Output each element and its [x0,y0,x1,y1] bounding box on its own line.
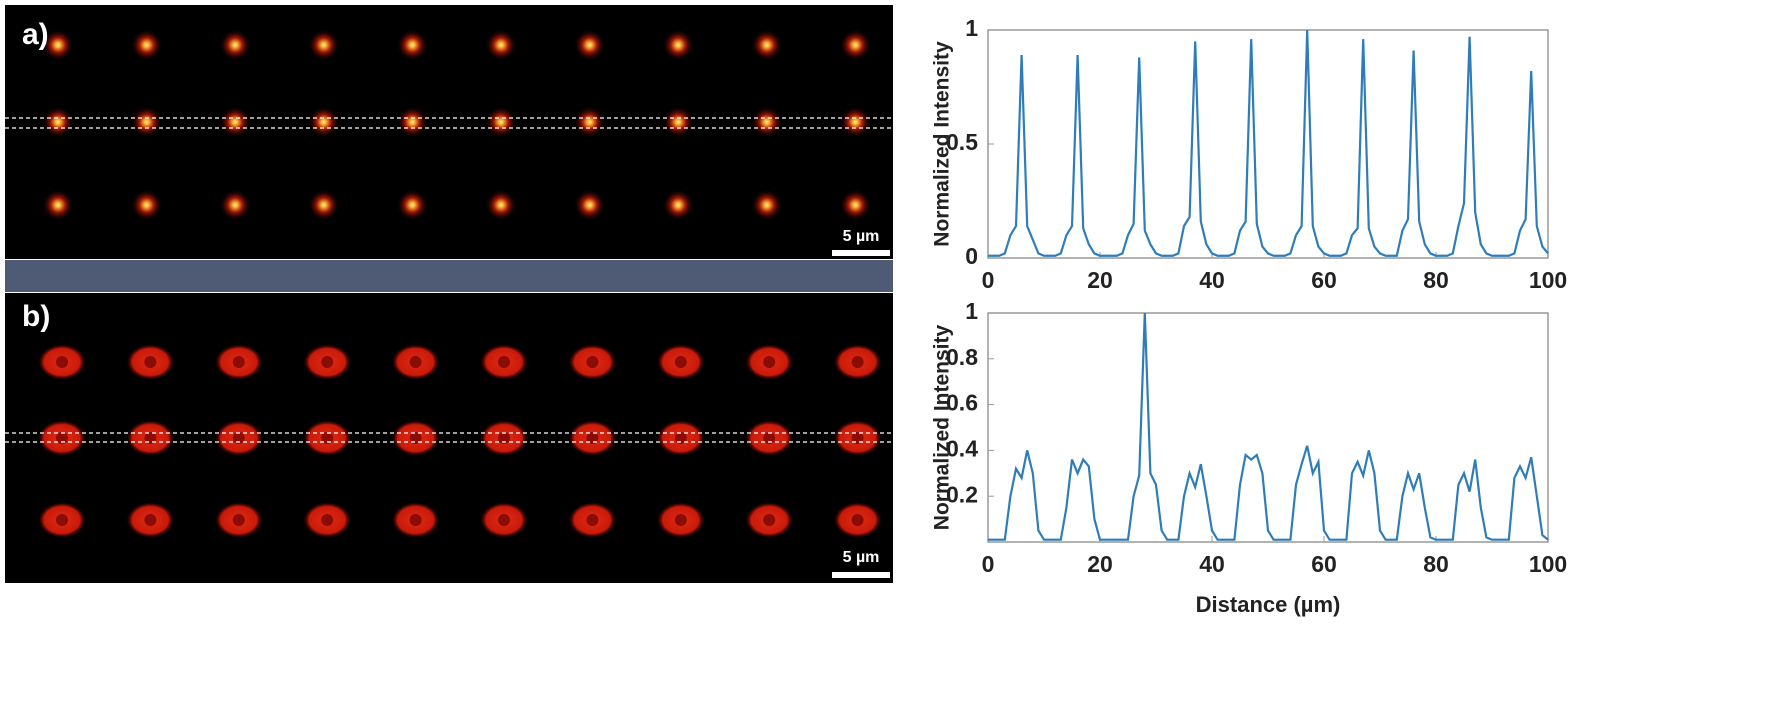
spot-core [498,514,510,526]
spot-core [409,432,422,444]
spot [573,189,606,221]
spot [307,106,340,138]
y-tick-label: 0 [965,243,978,269]
x-tick-label: 20 [1087,267,1113,293]
spot-core [409,514,422,526]
y-tick-label: 0.8 [946,344,978,370]
x-tick-label: 60 [1311,267,1337,293]
spot-core [56,432,68,444]
x-tick-label: 80 [1423,267,1449,293]
y-axis-label: Normalized Intensity [931,41,954,247]
y-tick-label: 0.6 [946,390,978,416]
separator [5,260,893,292]
spot [42,29,74,61]
y-axis-label: Normalized Intensity [931,324,954,530]
spot-core [674,514,687,526]
spot-core [851,514,864,526]
spot [485,189,517,221]
spot [662,29,695,61]
x-tick-label: 0 [982,551,995,577]
spot [307,29,340,61]
spot [219,189,252,221]
spot [662,189,695,221]
spot-core [851,356,864,368]
x-tick-label: 80 [1423,551,1449,577]
y-tick-label: 0.4 [946,435,978,461]
spot-core [763,432,776,444]
spot [130,29,163,61]
scale-bar-label: 5 µm [843,228,880,245]
spot [750,189,783,221]
spot [839,106,872,138]
spot [130,189,163,221]
spot [219,106,252,138]
spot [573,106,606,138]
spot [396,106,429,138]
y-tick-label: 1 [965,15,978,41]
spot [750,106,783,138]
spot-core [851,432,864,444]
x-axis-label: Distance (µm) [1196,592,1341,617]
spot [662,106,695,138]
panel-label: b) [22,300,50,333]
spot [396,29,429,61]
spot-core [321,514,334,526]
spot-core [321,432,334,444]
spot [42,106,74,138]
spot-core [586,514,599,526]
scale-bar [832,250,890,256]
x-tick-label: 40 [1199,551,1225,577]
x-tick-label: 100 [1529,551,1567,577]
x-tick-label: 40 [1199,267,1225,293]
spot [573,29,606,61]
x-tick-label: 20 [1087,551,1113,577]
scale-bar-label: 5 µm [843,549,880,566]
spot-core [498,356,510,368]
data-line [988,29,1549,257]
spot-core [144,356,157,368]
spot [839,189,872,221]
spot-core [232,356,245,368]
spot [396,189,429,221]
plot-area [987,312,1549,543]
x-tick-label: 0 [982,267,995,293]
spot-core [674,356,687,368]
scale-bar [832,572,890,578]
x-tick-label: 60 [1311,551,1337,577]
panel-label: a) [22,18,49,51]
spot-core [56,514,68,526]
spot-core [674,432,687,444]
spot [219,29,252,61]
spot-core [409,356,422,368]
spot [130,106,163,138]
spot-core [144,514,157,526]
spot [750,29,783,61]
spot-core [321,356,334,368]
spot-core [56,356,68,368]
data-line [988,312,1549,541]
spot-core [232,432,245,444]
y-tick-label: 0.5 [946,129,978,155]
spot [42,189,74,221]
x-tick-label: 100 [1529,267,1567,293]
spot-core [232,514,245,526]
spot-core [586,432,599,444]
spot-core [586,356,599,368]
spot-core [144,432,157,444]
spot-core [763,514,776,526]
y-tick-label: 1 [965,298,978,324]
spot [307,189,340,221]
spot-core [763,356,776,368]
y-tick-label: 0.2 [946,481,978,507]
spot-core [498,432,510,444]
spot [485,106,517,138]
spot [485,29,517,61]
spot [839,29,872,61]
